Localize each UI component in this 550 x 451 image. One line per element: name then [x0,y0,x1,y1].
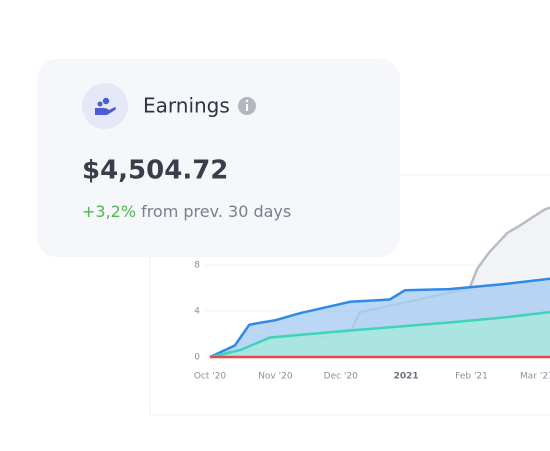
y-tick-label: 4 [194,307,200,317]
y-tick-label: 0 [194,353,200,363]
change-line: +3,2% from prev. 30 days [82,202,291,221]
x-tick-label: Mar '21 [520,372,550,382]
card-title: Earnings [143,94,230,118]
chart: 0 4 8 Oct '20 Nov '20 Dec '20 2021 Feb '21 Mar '… [194,206,550,382]
change-note: from prev. 30 days [141,202,291,221]
info-icon-stem [246,104,248,111]
x-tick-label: Oct '20 [194,372,227,382]
earnings-icon [95,97,116,115]
y-tick-label: 8 [194,261,200,271]
change: +3,2% [82,202,136,221]
earnings-icon-bg [82,83,128,129]
earnings-card: Earnings $4,504.72 +3,2% from prev. 30 da… [37,59,400,257]
series-line [209,310,550,359]
x-tick-label: Feb '21 [455,372,488,382]
series-line [209,277,550,359]
info-icon-dot [245,99,249,103]
x-tick-label: Nov '20 [258,372,293,382]
series-area [210,312,550,357]
amount: $4,504.72 [82,156,228,186]
x-tick-label: Dec '20 [324,372,358,382]
x-tick-label: 2021 [394,372,419,382]
